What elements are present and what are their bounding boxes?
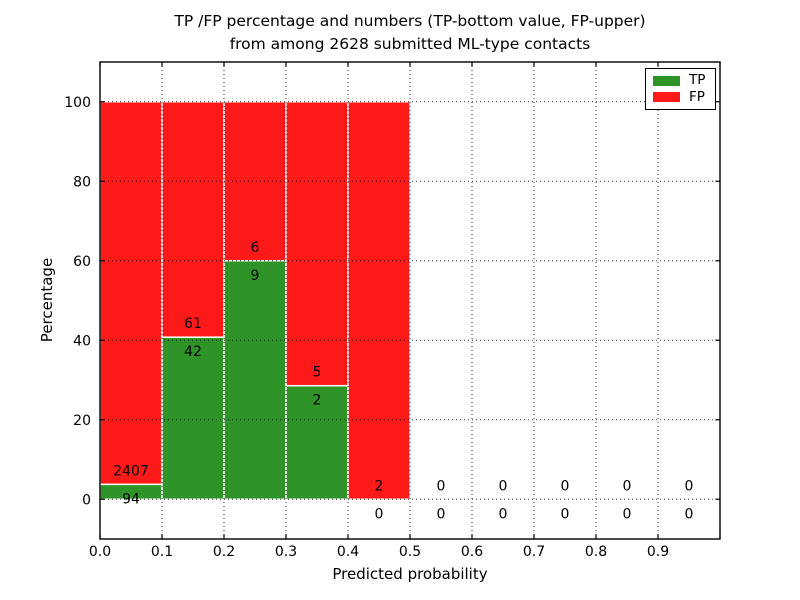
legend-label-fp: FP <box>689 88 705 105</box>
annotation-tp-count: 0 <box>375 506 384 522</box>
legend: TP FP <box>645 68 716 110</box>
annotation-tp-count: 2 <box>313 393 322 409</box>
y-tick-label: 100 <box>64 95 91 111</box>
x-tick-label: 0.5 <box>399 544 421 560</box>
legend-swatch-tp-icon <box>653 75 680 86</box>
legend-entry-fp: FP <box>653 88 708 105</box>
y-tick-label: 0 <box>82 492 91 508</box>
annotation-tp-count: 0 <box>685 506 694 522</box>
x-tick-label: 0.8 <box>585 544 607 560</box>
bar-fp-segment <box>99 101 163 486</box>
x-tick-label: 0.7 <box>523 544 545 560</box>
annotation-fp-count: 2 <box>375 478 384 494</box>
annotation-fp-count: 2407 <box>113 463 149 479</box>
annotation-fp-count: 0 <box>437 478 446 494</box>
annotation-tp-count: 0 <box>437 506 446 522</box>
page-title-line2: from among 2628 submitted ML-type contac… <box>229 35 591 53</box>
annotation-fp-count: 0 <box>561 478 570 494</box>
y-tick-label: 20 <box>73 413 91 429</box>
annotation-tp-count: 0 <box>623 506 632 522</box>
x-tick-label: 0.0 <box>89 544 111 560</box>
y-tick-label: 80 <box>73 174 91 190</box>
y-tick-label: 60 <box>73 254 91 270</box>
bar-fp-segment <box>161 101 225 338</box>
annotation-fp-count: 61 <box>184 316 202 332</box>
bar-fp-segment <box>347 101 411 500</box>
x-tick-label: 0.6 <box>461 544 483 560</box>
x-tick-label: 0.4 <box>337 544 359 560</box>
x-tick-label: 0.1 <box>151 544 173 560</box>
x-axis-label: Predicted probability <box>332 565 488 583</box>
annotation-tp-count: 0 <box>499 506 508 522</box>
x-tick-label: 0.2 <box>213 544 235 560</box>
legend-entry-tp: TP <box>653 72 708 88</box>
annotation-tp-count: 42 <box>184 344 202 360</box>
bar-fp-segment <box>285 101 349 387</box>
annotation-tp-count: 0 <box>561 506 570 522</box>
page-title-line1: TP /FP percentage and numbers (TP-bottom… <box>174 12 646 30</box>
annotation-fp-count: 6 <box>251 240 260 256</box>
x-tick-label: 0.9 <box>647 544 669 560</box>
annotation-fp-count: 0 <box>499 478 508 494</box>
annotation-tp-count: 9 <box>251 268 260 284</box>
annotation-fp-count: 5 <box>313 365 322 381</box>
bar-tp-segment <box>223 260 287 500</box>
annotation-tp-count: 94 <box>122 491 140 507</box>
annotation-fp-count: 0 <box>685 478 694 494</box>
legend-swatch-fp-icon <box>653 92 680 103</box>
annotation-fp-count: 0 <box>623 478 632 494</box>
bar-tp-segment <box>161 336 225 500</box>
y-tick-label: 40 <box>73 333 91 349</box>
legend-label-tp: TP <box>689 72 706 88</box>
x-tick-label: 0.3 <box>275 544 297 560</box>
